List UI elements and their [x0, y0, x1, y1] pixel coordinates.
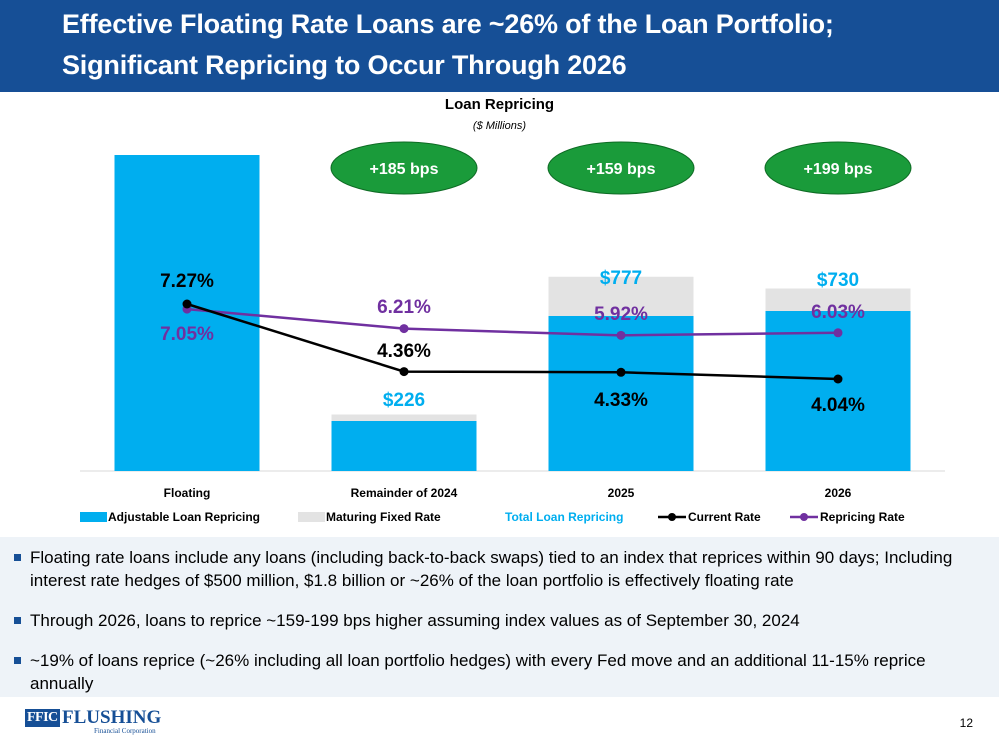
bullet-item: ~19% of loans reprice (~26% including al…: [14, 649, 989, 695]
bullet-item: Floating rate loans include any loans (i…: [14, 546, 989, 592]
repricing-rate-label-2: 5.92%: [594, 304, 648, 325]
repricing-rate-line: [186, 307, 839, 337]
logo-ticker-box: FFIC: [25, 709, 60, 727]
category-label-2: 2025: [608, 486, 635, 500]
bps-badge-label-1: +185 bps: [370, 161, 439, 178]
page-title-line-1: Effective Floating Rate Loans are ~26% o…: [62, 9, 834, 39]
bullet-panel: [0, 537, 999, 697]
total-label-2: $777: [600, 268, 642, 289]
bullet-square-icon: [14, 617, 21, 624]
repricing-rate-point-3: [833, 328, 843, 338]
category-label-1: Remainder of 2024: [351, 486, 458, 500]
page-number: 12: [959, 716, 973, 730]
legend-swatch-dot-3: [668, 513, 676, 521]
legend-label-0: Adjustable Loan Repricing: [108, 510, 260, 524]
current-rate-label-2: 4.33%: [594, 390, 648, 411]
total-label-0: $1,264: [158, 154, 217, 175]
page-title-line-2: Significant Repricing to Occur Through 2…: [62, 50, 627, 80]
repricing-rate-point-1: [399, 324, 409, 334]
total-label-3: $730: [817, 270, 859, 291]
repricing-rate-label-3: 6.03%: [811, 302, 865, 323]
bullet-square-icon: [14, 657, 21, 664]
category-label-3: 2026: [825, 486, 852, 500]
bps-badge-label-3: +199 bps: [804, 161, 873, 178]
loan-repricing-chart: $1,264 $226 $777 $730 +185 bps +159 bps +199 b…: [80, 141, 945, 524]
bps-badge-1: [330, 141, 478, 195]
legend-label-2: Total Loan Repricing: [505, 510, 623, 524]
category-label-0: Floating: [164, 486, 211, 500]
logo-wordmark: FLUSHING: [62, 707, 162, 728]
maturing-fixed-bar-1: [331, 414, 477, 421]
legend-swatch-0: [80, 512, 107, 522]
maturing-fixed-bar-3: [765, 288, 911, 311]
legend-label-3: Current Rate: [688, 510, 761, 524]
repricing-rate-label-0: 7.05%: [160, 324, 214, 345]
total-label-1: $226: [383, 390, 425, 411]
bps-badge-label-2: +159 bps: [587, 161, 656, 178]
current-rate-label-1: 4.36%: [377, 341, 431, 362]
repricing-rate-point-2: [616, 330, 626, 340]
chart-title: Loan Repricing: [444, 96, 555, 113]
bps-badge-3: [764, 141, 912, 195]
current-rate-label-3: 4.04%: [811, 395, 865, 416]
current-rate-label-0: 7.27%: [160, 271, 214, 292]
legend-label-4: Repricing Rate: [820, 510, 905, 524]
bps-badge-2: [547, 141, 695, 195]
current-rate-point-1: [399, 367, 409, 377]
legend-label-1: Maturing Fixed Rate: [326, 510, 441, 524]
chart-subtitle: ($ Millions): [472, 120, 527, 132]
bullet-text: Floating rate loans include any loans (i…: [30, 548, 953, 590]
current-rate-point-3: [833, 374, 843, 384]
bullet-text: Through 2026, loans to reprice ~159-199 …: [30, 611, 800, 630]
company-logo: FFIC FLUSHING Financial Corporation: [25, 707, 165, 735]
bullet-text: ~19% of loans reprice (~26% including al…: [30, 651, 926, 693]
maturing-fixed-bar-2: [548, 276, 694, 316]
adjustable-bar-2: [548, 316, 694, 471]
legend-swatch-dot-4: [800, 513, 808, 521]
current-rate-point-0: [182, 299, 192, 309]
adjustable-bar-3: [765, 311, 911, 471]
logo-subtitle: Financial Corporation: [94, 727, 156, 735]
current-rate-line: [186, 302, 839, 381]
current-rate-point-2: [616, 367, 626, 377]
bullet-square-icon: [14, 554, 21, 561]
legend-swatch-1: [298, 512, 325, 522]
title-banner: Effective Floating Rate Loans are ~26% o…: [0, 0, 999, 92]
repricing-rate-label-1: 6.21%: [377, 297, 431, 318]
adjustable-bar-1: [331, 421, 477, 471]
bullet-item: Through 2026, loans to reprice ~159-199 …: [14, 609, 989, 632]
